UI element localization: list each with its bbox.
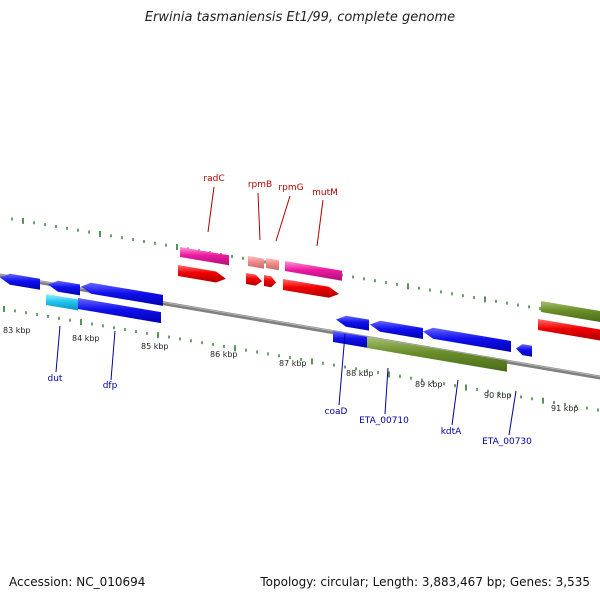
map-title: Erwinia tasmaniensis Et1/99, complete ge… [144, 10, 456, 25]
leader-line [338, 333, 346, 406]
gene-label: mutM [312, 188, 338, 198]
gene-block-kdtA-upper [423, 327, 511, 352]
tick-label: 85 kbp [141, 342, 169, 351]
tick-label: 91 kbp [551, 404, 579, 413]
leader-line [384, 367, 389, 415]
leader-line [207, 186, 215, 233]
gene-features [0, 247, 600, 372]
leader-line [275, 195, 291, 242]
gene-block-radC-cds [178, 265, 226, 283]
gene-label: dut [48, 374, 63, 384]
gene-label: kdtA [441, 427, 462, 437]
accession-text: Accession: NC_010694 [9, 575, 146, 589]
tick-label: 84 kbp [72, 334, 100, 343]
gene-block-coaD [333, 331, 367, 348]
tick-label: 86 kbp [210, 350, 238, 359]
tick-label: 87 kbp [279, 359, 307, 368]
gene-block-dut-upper [48, 280, 80, 296]
gene-label: dfp [103, 381, 118, 391]
tick-rows [3, 217, 599, 412]
gene-block-radC [180, 247, 229, 266]
gene-block-dfp [78, 298, 161, 324]
gene-block-ETA_00710-upper [370, 320, 423, 339]
gene-block-right-red [538, 319, 600, 341]
tick-label: 90 kbp [484, 391, 512, 400]
gene-label: ETA_00730 [482, 437, 532, 447]
gene-block-coaD-upper [336, 315, 369, 331]
gene-block-kdtA [367, 337, 507, 372]
tick-label: 88 kbp [346, 369, 374, 378]
gene-labels: radC rpmB rpmG mutM dut dfp coaD ETA_00710 kdtA E… [48, 174, 533, 447]
genome-summary-text: Topology: circular; Length: 3,883,467 bp… [260, 575, 590, 589]
leader-line [110, 330, 116, 381]
leader-line [55, 325, 61, 373]
gene-label: ETA_00710 [359, 416, 409, 426]
gene-label: coaD [325, 407, 348, 417]
gene-block-mutM [285, 261, 342, 281]
gene-block-rpmB-cds [246, 273, 262, 286]
gene-block-mutM-cds [283, 279, 339, 298]
leader-line [316, 199, 324, 247]
gene-block-left-1 [0, 273, 40, 290]
gene-block-dfp-upper [81, 282, 163, 306]
leader-line [257, 192, 261, 241]
gene-label: radC [203, 174, 224, 184]
gene-block-ETA_00730-upper [516, 344, 532, 357]
gene-block-rpmB [248, 256, 264, 269]
tick-labels: 83 kbp 84 kbp 85 kbp 86 kbp 87 kbp 88 kbp 89 k… [3, 326, 579, 413]
tick-label: 83 kbp [3, 326, 31, 335]
gene-label: rpmB [248, 180, 272, 190]
gene-block-rpmG-cds [264, 275, 276, 288]
gene-label: rpmG [278, 183, 303, 193]
leader-line [451, 379, 459, 426]
gene-block-rpmG [266, 258, 279, 271]
tick-label: 89 kbp [415, 380, 443, 389]
gene-block-right-olive [541, 301, 600, 323]
leader-line [508, 390, 517, 436]
gene-block-dut [46, 294, 78, 311]
